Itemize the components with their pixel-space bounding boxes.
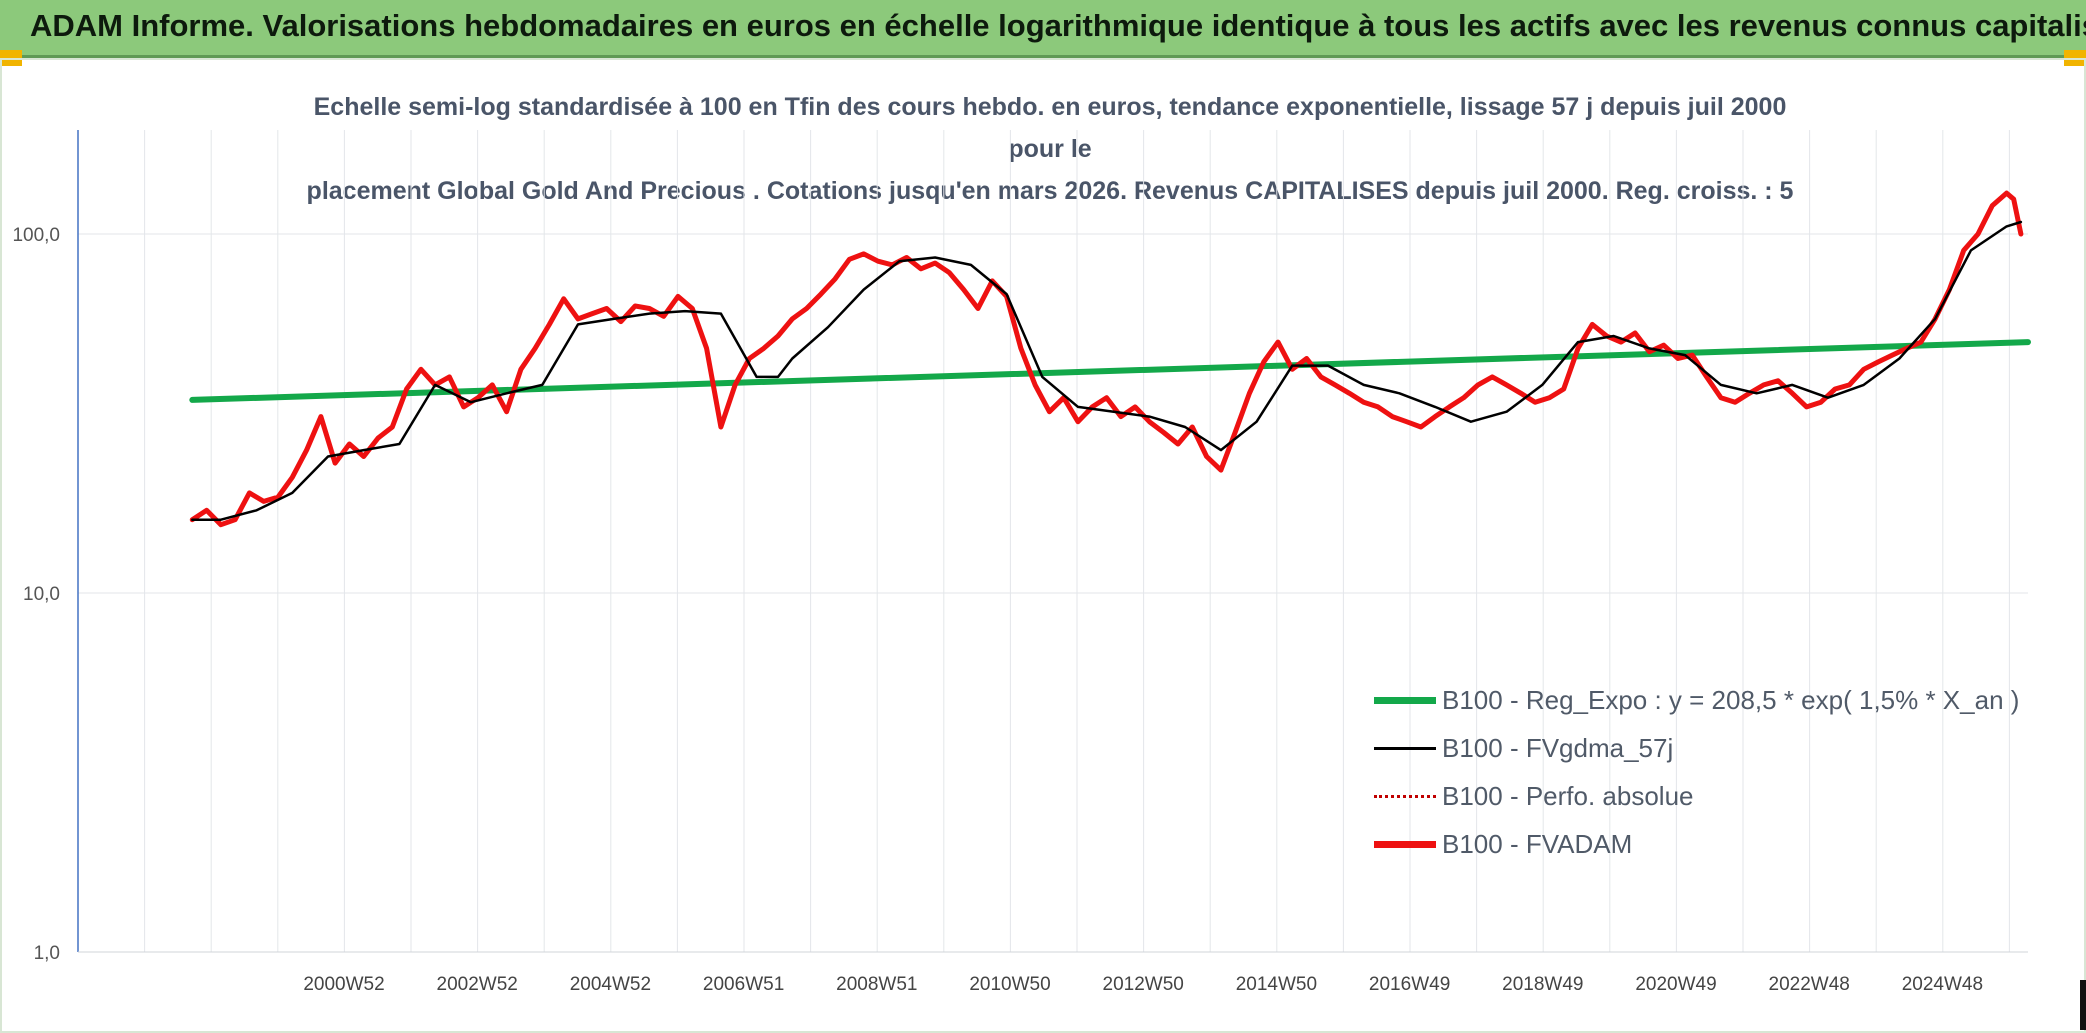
chart-grid <box>78 130 2028 953</box>
legend-label-perfo: B100 - Perfo. absolue <box>1442 780 1694 811</box>
chart-title-line-2: placement Global Gold And Precious . Cot… <box>306 177 1794 205</box>
legend-item-reg-expo: B100 - Reg_Expo : y = 208,5 * exp( 1,5% … <box>1374 676 2054 724</box>
legend-item-fvadam: B100 - FVADAM <box>1374 820 2054 868</box>
series-line-fvadam <box>189 190 2024 528</box>
x-tick-label: 2010W50 <box>969 974 1050 995</box>
y-tick-label: 1,0 <box>34 943 60 964</box>
y-tick-label: 100,0 <box>12 225 60 246</box>
report-banner: ADAM Informe. Valorisations hebdomadaire… <box>0 0 2086 58</box>
x-tick-label: 2002W52 <box>437 974 518 995</box>
legend-label-fvadam: B100 - FVADAM <box>1442 828 1633 859</box>
x-tick-label: 2022W48 <box>1769 974 1850 995</box>
series-line-fvgdma <box>191 220 2023 521</box>
legend-swatch-reg-expo <box>1374 696 1436 704</box>
x-tick-label: 2008W51 <box>836 974 917 995</box>
chart-series <box>189 190 2031 528</box>
y-tick-label: 10,0 <box>23 584 60 605</box>
x-tick-label: 2020W49 <box>1635 974 1716 995</box>
x-tick-label: 2016W49 <box>1369 974 1450 995</box>
legend-item-perfo: B100 - Perfo. absolue <box>1374 772 2054 820</box>
report-title: ADAM Informe. Valorisations hebdomadaire… <box>30 8 2086 43</box>
series-line-reg-expo <box>189 339 2031 403</box>
legend-label-fvgdma: B100 - FVgdma_57j <box>1442 732 1674 763</box>
legend-label-reg-expo: B100 - Reg_Expo : y = 208,5 * exp( 1,5% … <box>1442 684 2020 715</box>
legend-swatch-perfo <box>1374 794 1436 798</box>
legend-swatch-fvgdma <box>1374 746 1436 750</box>
x-tick-label: 2024W48 <box>1902 974 1983 995</box>
chart-frame <box>0 58 2086 1033</box>
chart-legend: B100 - Reg_Expo : y = 208,5 * exp( 1,5% … <box>1374 676 2054 868</box>
chart-axes: 1,0 10,0 100,0 2000W52 2002W52 2004W52 2006W51… <box>12 130 2028 995</box>
x-tick-label: 2006W51 <box>703 974 784 995</box>
x-tick-label: 2000W52 <box>303 974 384 995</box>
chart-title-line-1: Echelle semi-log standardisée à 100 en T… <box>313 93 1787 163</box>
legend-swatch-fvadam <box>1374 840 1436 848</box>
chart-title: Echelle semi-log standardisée à 100 en T… <box>300 86 1800 212</box>
x-tick-label: 2014W50 <box>1236 974 1317 995</box>
x-tick-label: 2018W49 <box>1502 974 1583 995</box>
legend-item-fvgdma: B100 - FVgdma_57j <box>1374 724 2054 772</box>
right-edge-bar <box>2080 980 2086 1030</box>
x-tick-label: 2012W50 <box>1103 974 1184 995</box>
x-tick-label: 2004W52 <box>570 974 651 995</box>
